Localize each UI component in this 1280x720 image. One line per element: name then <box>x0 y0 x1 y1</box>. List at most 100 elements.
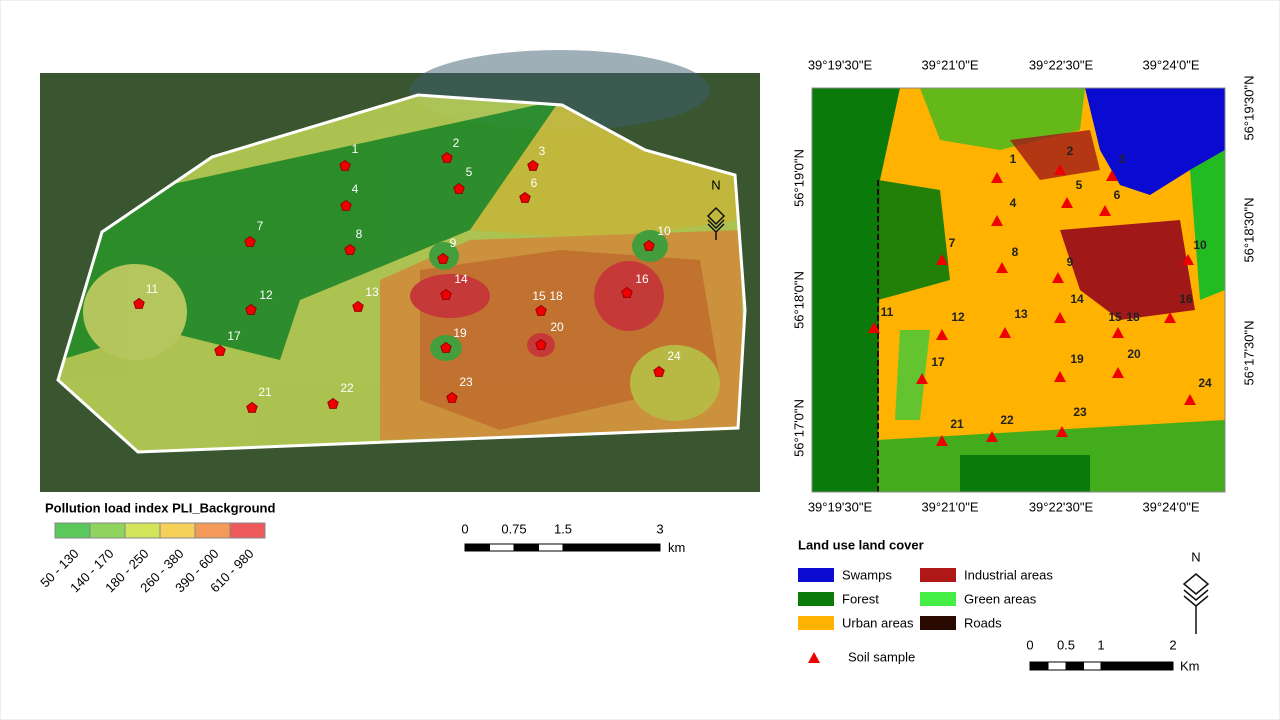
sample-point <box>1061 197 1073 208</box>
point-label: 1 <box>1010 152 1017 166</box>
scale-segment <box>562 543 661 552</box>
legend-label: Green areas <box>964 591 1037 606</box>
legend-label: Swamps <box>842 567 892 582</box>
sample-point <box>441 151 453 163</box>
left-map: N <box>40 50 760 492</box>
point-label: 12 <box>951 310 965 324</box>
point-label: 20 <box>550 320 564 334</box>
legend-swatch <box>54 522 91 539</box>
point-label: 18 <box>1126 310 1140 324</box>
lat-label: 56°18'0"N <box>791 271 806 329</box>
point-label: 5 <box>1076 178 1083 192</box>
point-label: 11 <box>146 282 159 296</box>
sample-point <box>440 288 452 300</box>
legend-swatch <box>229 522 266 539</box>
point-label: 10 <box>657 224 671 238</box>
point-label: 7 <box>949 236 956 250</box>
legend-swatch <box>89 522 126 539</box>
legend-swatch <box>920 592 956 606</box>
sample-point <box>245 303 257 315</box>
scale-label: 0.5 <box>1057 637 1075 652</box>
scale-label: 1 <box>1097 637 1104 652</box>
legend-label: Forest <box>842 591 879 606</box>
sample-point <box>535 304 547 316</box>
scale-bar: 0 0.75 1.5 3 km <box>461 521 685 555</box>
sample-point <box>244 235 256 247</box>
lat-label: 56°18'30"N <box>1241 197 1256 262</box>
lat-label: 56°17'0"N <box>791 399 806 457</box>
point-label: 2 <box>453 136 460 150</box>
point-label: 19 <box>1070 352 1084 366</box>
legend-label: Urban areas <box>842 615 914 630</box>
legend-swatch <box>798 568 834 582</box>
point-label: 15 <box>1108 310 1122 324</box>
sample-point <box>1106 170 1118 181</box>
legend-label: Roads <box>964 615 1002 630</box>
scale-segment <box>464 543 490 552</box>
sample-point <box>1112 367 1124 378</box>
point-label: 22 <box>1000 413 1014 427</box>
sample-point <box>1056 426 1068 437</box>
point-label: 23 <box>1073 405 1087 419</box>
legend-swatch <box>920 616 956 630</box>
sample-point <box>916 373 928 384</box>
point-label: 13 <box>1014 307 1028 321</box>
lon-label: 39°21'0"E <box>921 499 978 514</box>
legend-swatch <box>798 592 834 606</box>
scale-label: 1.5 <box>554 521 572 536</box>
sample-point <box>936 435 948 446</box>
sample-point <box>1182 254 1194 265</box>
point-label: 17 <box>227 329 241 343</box>
point-label: 12 <box>259 288 273 302</box>
point-label: 22 <box>340 381 354 395</box>
sample-point <box>339 159 351 171</box>
north-arrow <box>706 206 726 240</box>
point-label: 5 <box>466 165 473 179</box>
lon-label: 39°24'0"E <box>1142 499 1199 514</box>
scale-bar: 0 0.5 1 2 Km <box>1026 637 1199 673</box>
sample-point <box>621 286 633 298</box>
point-label: 7 <box>257 219 264 233</box>
sample-point <box>352 300 364 312</box>
point-label: 14 <box>1070 292 1084 306</box>
sample-point <box>527 159 539 171</box>
sample-point <box>1054 371 1066 382</box>
sample-point <box>991 215 1003 226</box>
legend-title: Pollution load index PLI_Background <box>45 500 275 515</box>
point-label: 4 <box>1010 196 1017 210</box>
sample-point <box>1052 272 1064 283</box>
point-label: 10 <box>1193 238 1207 252</box>
legend-title: Land use land cover <box>798 537 924 552</box>
point-label: 3 <box>1119 152 1126 166</box>
sample-point <box>340 199 352 211</box>
point-label: 19 <box>453 326 467 340</box>
scale-segment <box>1029 661 1049 671</box>
sample-point <box>344 243 356 255</box>
scale-label: 0 <box>461 521 468 536</box>
sample-point <box>214 344 226 356</box>
legend-swatch <box>159 522 196 539</box>
sample-point <box>1112 327 1124 338</box>
point-label: 6 <box>531 176 538 190</box>
scale-segment <box>1083 661 1102 671</box>
legend-swatch <box>798 616 834 630</box>
graticule: 39°19'30"E 39°21'0"E 39°22'30"E 39°24'0"E39… <box>791 57 1256 514</box>
sample-point <box>1184 394 1196 405</box>
sample-point <box>1054 164 1066 175</box>
legend-swatch <box>124 522 161 539</box>
north-arrow <box>1182 573 1210 634</box>
lon-label: 39°21'0"E <box>921 57 978 72</box>
point-label: 2 <box>1067 144 1074 158</box>
legend: Swamps Industrial areas Forest Green areas U… <box>798 567 1053 630</box>
sample-point <box>996 262 1008 273</box>
sample-point <box>437 252 449 264</box>
sample-point <box>440 341 452 353</box>
sample-point <box>535 338 547 350</box>
legend-label: Soil sample <box>848 649 915 664</box>
lat-label: 56°19'30"N <box>1241 75 1256 140</box>
point-label: 20 <box>1127 347 1141 361</box>
sample-point <box>327 397 339 409</box>
point-label: 14 <box>454 272 468 286</box>
sample-symbol <box>808 652 820 663</box>
